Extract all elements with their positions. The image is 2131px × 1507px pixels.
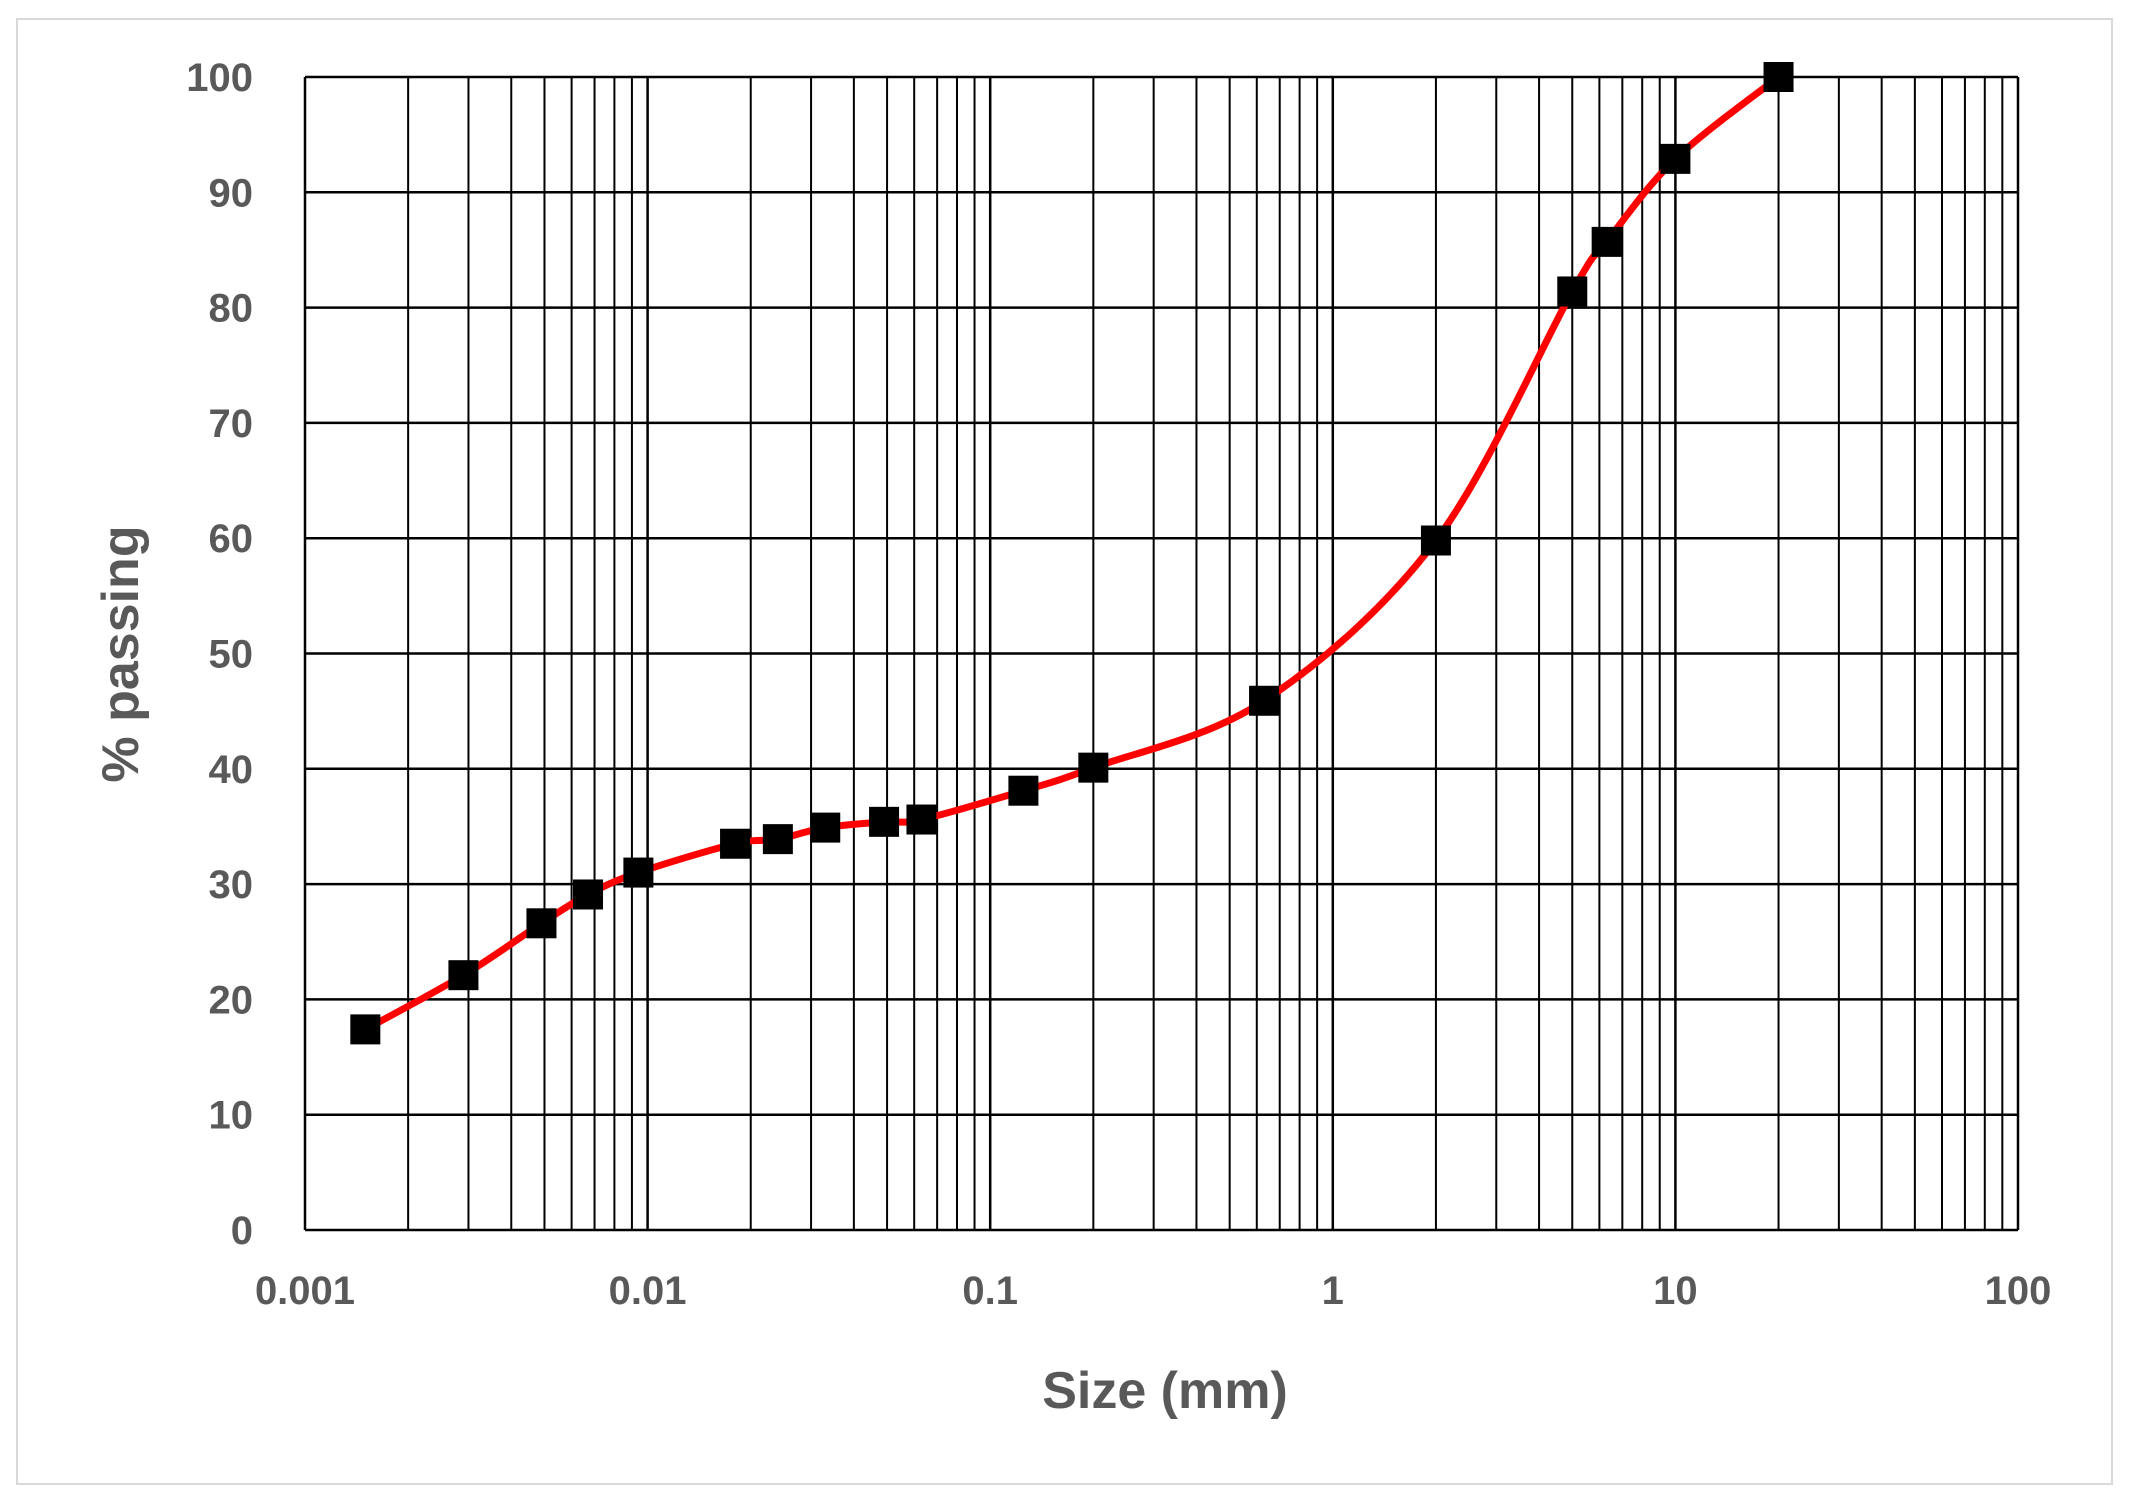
tick-labels: 0 10 20 30 40 50 60 70 80 90 100 0.001 0.01 0.1 1 10 100: [186, 56, 2051, 1313]
data-point-marker: [526, 908, 557, 939]
data-point-marker: [1591, 226, 1622, 257]
x-tick-label: 0.01: [609, 1269, 687, 1313]
data-point-marker: [906, 804, 937, 835]
y-tick-label: 40: [209, 748, 254, 792]
data-point-marker: [1249, 685, 1280, 716]
y-tick-label: 70: [209, 402, 254, 446]
data-point-marker: [623, 857, 654, 888]
x-tick-label: 0.001: [255, 1269, 355, 1313]
data-point-marker: [869, 806, 900, 837]
data-point-marker: [762, 824, 793, 855]
x-tick-label: 0.1: [962, 1269, 1018, 1313]
y-tick-label: 20: [209, 978, 254, 1022]
x-axis-title: Size (mm): [1042, 1362, 1288, 1420]
data-point-marker: [1078, 752, 1109, 783]
y-axis-title: % passing: [92, 525, 150, 782]
y-tick-label: 10: [209, 1094, 254, 1138]
data-point-marker: [448, 960, 479, 991]
data-point-marker: [573, 879, 604, 910]
y-tick-label: 80: [209, 287, 254, 331]
x-tick-label: 10: [1653, 1269, 1698, 1313]
x-tick-label: 1: [1322, 1269, 1344, 1313]
data-point-marker: [810, 812, 841, 843]
data-point-marker: [1008, 775, 1039, 806]
data-point-marker: [1763, 62, 1794, 92]
data-point-markers: [350, 62, 1794, 1045]
y-tick-label: 0: [231, 1209, 253, 1253]
data-point-marker: [1557, 276, 1588, 307]
chart-frame: [16, 18, 2113, 1485]
y-tick-label: 60: [209, 517, 254, 561]
data-point-marker: [720, 828, 751, 859]
y-tick-label: 50: [209, 633, 254, 677]
y-tick-label: 100: [186, 56, 253, 100]
y-tick-label: 30: [209, 863, 254, 907]
x-tick-label: 100: [1985, 1269, 2052, 1313]
data-point-marker: [350, 1014, 381, 1045]
grid-lines: [303, 75, 2020, 1232]
data-point-marker: [1660, 143, 1691, 174]
y-tick-label: 90: [209, 171, 254, 215]
data-point-marker: [1420, 525, 1451, 556]
